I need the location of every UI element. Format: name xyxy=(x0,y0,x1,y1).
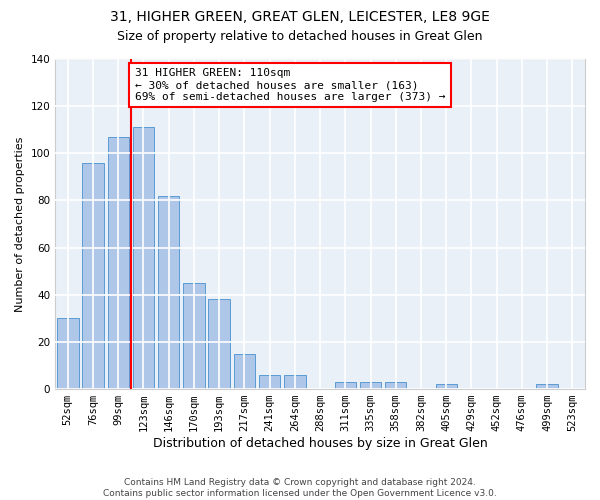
X-axis label: Distribution of detached houses by size in Great Glen: Distribution of detached houses by size … xyxy=(153,437,487,450)
Bar xyxy=(183,283,205,389)
Bar xyxy=(158,196,179,389)
Bar xyxy=(208,300,230,389)
Bar xyxy=(82,162,104,389)
Bar xyxy=(233,354,255,389)
Y-axis label: Number of detached properties: Number of detached properties xyxy=(15,136,25,312)
Text: 31, HIGHER GREEN, GREAT GLEN, LEICESTER, LE8 9GE: 31, HIGHER GREEN, GREAT GLEN, LEICESTER,… xyxy=(110,10,490,24)
Text: Size of property relative to detached houses in Great Glen: Size of property relative to detached ho… xyxy=(117,30,483,43)
Bar xyxy=(57,318,79,389)
Bar xyxy=(436,384,457,389)
Bar xyxy=(536,384,558,389)
Bar xyxy=(259,375,280,389)
Bar xyxy=(385,382,406,389)
Bar xyxy=(133,128,154,389)
Bar xyxy=(360,382,381,389)
Text: Contains HM Land Registry data © Crown copyright and database right 2024.
Contai: Contains HM Land Registry data © Crown c… xyxy=(103,478,497,498)
Bar xyxy=(107,137,129,389)
Bar xyxy=(284,375,305,389)
Text: 31 HIGHER GREEN: 110sqm
← 30% of detached houses are smaller (163)
69% of semi-d: 31 HIGHER GREEN: 110sqm ← 30% of detache… xyxy=(134,68,445,102)
Bar xyxy=(335,382,356,389)
